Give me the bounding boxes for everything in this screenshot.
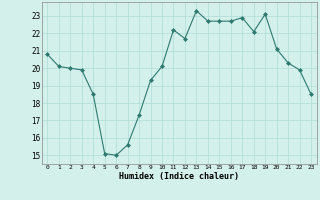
X-axis label: Humidex (Indice chaleur): Humidex (Indice chaleur) xyxy=(119,172,239,181)
